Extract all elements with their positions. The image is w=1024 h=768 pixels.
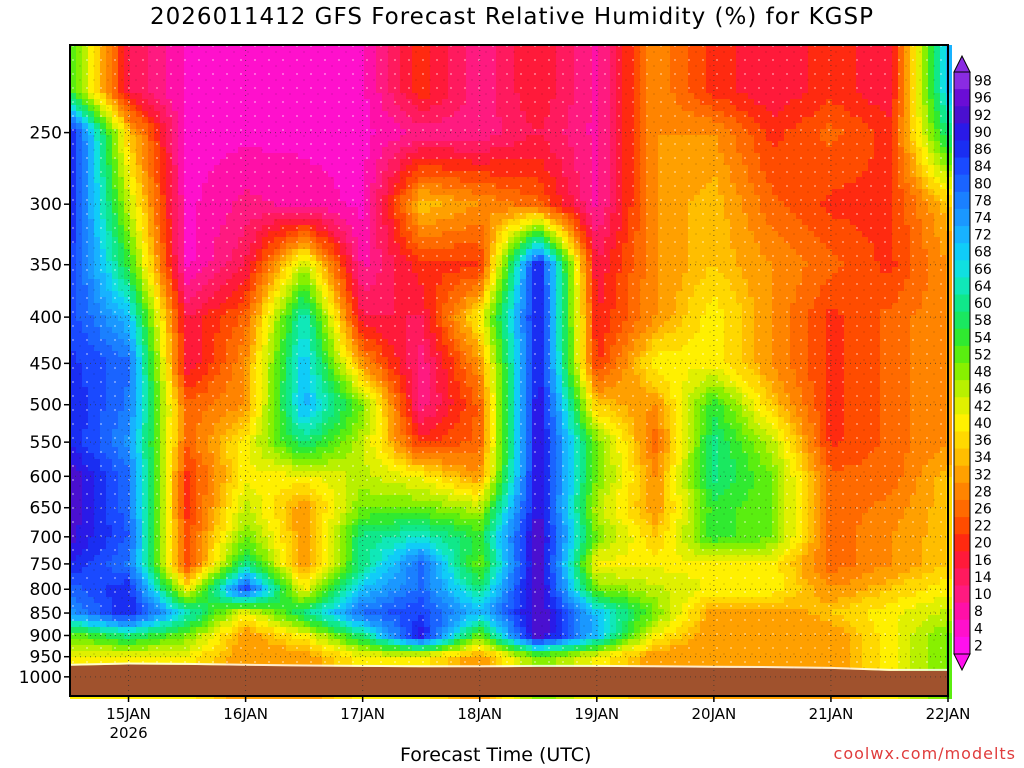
chart-title: 2026011412 GFS Forecast Relative Humidit… xyxy=(150,4,874,30)
